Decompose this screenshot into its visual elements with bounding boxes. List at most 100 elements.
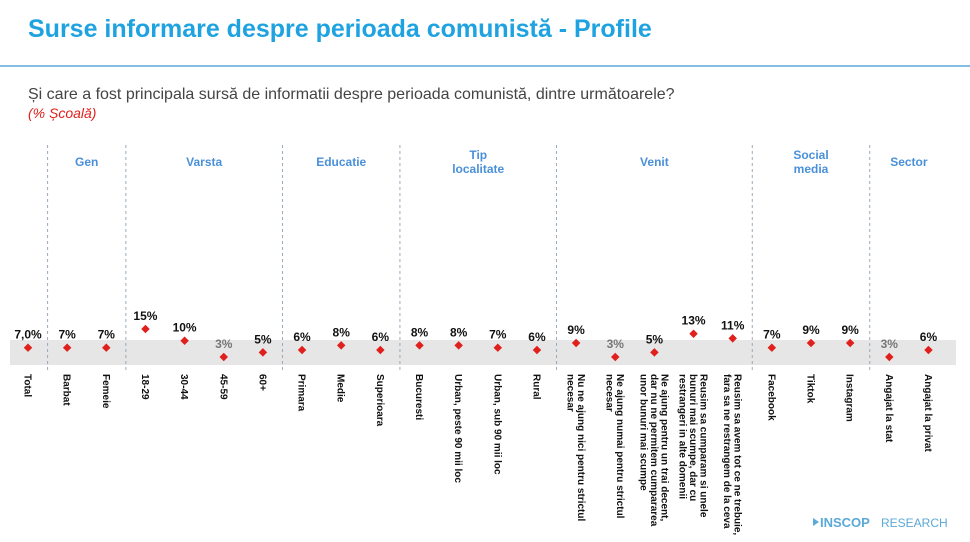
category-label-group: Angajat la privat — [922, 374, 933, 452]
category-label-group: 45-59 — [217, 374, 228, 400]
dot — [62, 343, 72, 352]
value-label: 7% — [763, 328, 781, 342]
category-label-group: Angajat la stat — [883, 374, 894, 443]
group-label: Gen — [75, 155, 98, 169]
category-label-group: Tiktok — [805, 374, 816, 404]
value-label: 7% — [58, 328, 76, 342]
logo-icon — [813, 518, 819, 526]
category-label: 60+ — [256, 374, 267, 391]
dot — [23, 343, 33, 352]
group-label: Educatie — [316, 155, 366, 169]
logo-suffix: RESEARCH — [881, 516, 948, 530]
value-label: 9% — [802, 323, 820, 337]
chart-title: Surse informare despre perioada comunist… — [28, 15, 652, 43]
value-label: 3% — [881, 337, 899, 351]
value-label: 8% — [450, 325, 468, 339]
category-label: Reusim sa avem tot ce ne trebuie,fara sa… — [721, 374, 743, 535]
dot — [415, 341, 424, 350]
dot — [728, 334, 737, 343]
category-label-group: Medie — [335, 374, 346, 403]
category-label: Facebook — [765, 374, 776, 421]
value-label: 11% — [721, 318, 745, 332]
value-label: 3% — [215, 337, 233, 351]
dot — [180, 336, 189, 345]
category-label: Superioara — [374, 374, 385, 427]
category-label: Instagram — [844, 374, 855, 422]
dot — [258, 348, 268, 357]
category-label: Ne ajung pentru un trai decent,dar nu ne… — [637, 374, 669, 527]
dot — [611, 352, 620, 362]
value-label: 15% — [133, 309, 157, 323]
group-label: Sector — [890, 155, 928, 169]
category-label-group: Total — [22, 374, 33, 397]
dot — [571, 338, 581, 348]
value-label: 8% — [411, 325, 429, 339]
dot — [806, 338, 816, 348]
category-label-group: Reusim sa avem tot ce ne trebuie,fara sa… — [721, 374, 743, 535]
category-label-group: Nu ne ajung nici pentru strictulnecesar — [564, 374, 586, 521]
category-label-group: Primara — [296, 374, 307, 412]
subtitle: Și care a fost principala sursă de infor… — [28, 86, 675, 103]
category-label: Total — [22, 374, 33, 397]
dot — [297, 345, 307, 355]
value-label: 7,0% — [14, 328, 42, 342]
dot — [767, 343, 777, 352]
category-label-group: Ne ajung numai pentru strictulnecesar — [604, 374, 626, 519]
category-label: Tiktok — [805, 374, 816, 404]
category-label-group: Urban, peste 90 mii loc — [452, 374, 463, 483]
category-label-group: Reusim sa cumparam si unelebunuri mai sc… — [677, 374, 709, 518]
category-label: Primara — [296, 374, 307, 412]
group-label: Varsta — [186, 155, 222, 169]
value-label: 3% — [607, 337, 625, 351]
dot — [376, 345, 385, 355]
group-label: Social media — [793, 148, 828, 176]
value-label: 5% — [254, 332, 272, 346]
dot — [532, 345, 542, 355]
value-label: 9% — [841, 323, 859, 337]
value-label: 6% — [293, 330, 311, 344]
category-label-group: 30-44 — [178, 374, 189, 400]
value-label: 10% — [173, 321, 197, 335]
category-label: Reusim sa cumparam si unelebunuri mai sc… — [677, 374, 709, 518]
dot — [141, 324, 150, 334]
category-label-group: Ne ajung pentru un trai decent,dar nu ne… — [637, 374, 669, 527]
value-label: 8% — [333, 325, 351, 339]
category-label: Urban, sub 90 mii loc — [491, 374, 502, 475]
category-label: Rural — [530, 374, 541, 400]
value-label: 7% — [98, 328, 116, 342]
dot — [845, 338, 855, 348]
category-label: 30-44 — [178, 374, 189, 400]
dot — [336, 341, 346, 350]
value-label: 9% — [567, 323, 585, 337]
category-label: Angajat la stat — [883, 374, 894, 443]
category-label-group: Instagram — [844, 374, 855, 422]
category-label-group: Rural — [530, 374, 541, 400]
dot — [924, 345, 933, 355]
category-label-group: Facebook — [765, 374, 776, 421]
category-label: Ne ajung numai pentru strictulnecesar — [604, 374, 626, 519]
category-label-group: 18-29 — [139, 374, 150, 400]
dot — [689, 329, 698, 338]
category-label: Bucuresti — [413, 374, 424, 420]
category-label: Barbat — [61, 374, 72, 406]
value-label: 13% — [682, 314, 706, 328]
dot — [102, 343, 111, 352]
band — [10, 340, 956, 365]
category-label-group: Superioara — [374, 374, 385, 427]
category-label-group: Bucuresti — [413, 374, 424, 420]
value-label: 6% — [372, 330, 390, 344]
dot — [454, 341, 463, 350]
category-label: Nu ne ajung nici pentru strictulnecesar — [564, 374, 586, 521]
category-label: Angajat la privat — [922, 374, 933, 452]
value-label: 5% — [646, 332, 664, 346]
category-label-group: Femeie — [100, 374, 111, 409]
category-label: Femeie — [100, 374, 111, 409]
category-label: Urban, peste 90 mii loc — [452, 374, 463, 483]
category-label: Medie — [335, 374, 346, 403]
value-label: 7% — [489, 328, 507, 342]
category-label-group: Barbat — [61, 374, 72, 406]
dot — [650, 348, 659, 357]
group-label: Venit — [640, 155, 669, 169]
